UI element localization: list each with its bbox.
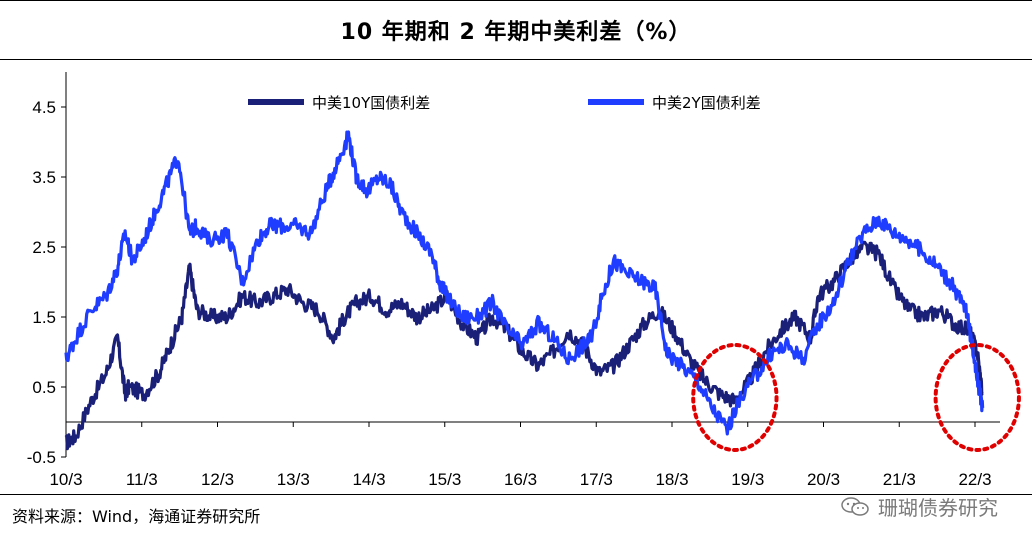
chart-area: -0.5 0.5 1.5 2.5 3.5 4.5 10/3 11/3 12/3 13/3 14/3 1…	[27, 72, 1021, 489]
y-tick-label: 1.5	[32, 308, 56, 327]
series-layer	[64, 130, 985, 451]
y-tick-label: 2.5	[32, 238, 56, 257]
y-tick-label: 0.5	[32, 378, 56, 397]
x-tick-label: 14/3	[352, 470, 385, 489]
x-tick-label: 21/3	[883, 470, 916, 489]
x-tick-label: 16/3	[504, 470, 537, 489]
x-tick-label: 17/3	[580, 470, 613, 489]
highlight-ellipse-1	[691, 343, 779, 452]
source-note: 资料来源：Wind，海通证券研究所	[12, 507, 261, 526]
title-rule-top	[0, 0, 1032, 1]
y-tick-label: 3.5	[32, 168, 56, 187]
legend-label-1: 中美10Y国债利差	[312, 94, 430, 112]
footer-rule	[0, 494, 1032, 495]
x-tick-label: 19/3	[731, 470, 764, 489]
highlight-ellipse-2	[933, 343, 1021, 452]
series-line-2	[64, 130, 985, 436]
y-tick-label: -0.5	[27, 448, 56, 467]
x-tick-label: 15/3	[428, 470, 461, 489]
watermark: 珊瑚债券研究	[840, 492, 998, 521]
x-tick-label: 11/3	[126, 470, 158, 489]
x-tick-label: 22/3	[958, 470, 991, 489]
y-tick-label: 4.5	[32, 98, 56, 117]
wechat-icon	[840, 496, 870, 518]
x-tick-label: 13/3	[277, 470, 310, 489]
chart-axes: -0.5 0.5 1.5 2.5 3.5 4.5 10/3 11/3 12/3 13/3 14/3 1…	[27, 72, 1000, 489]
annotation-layer	[691, 343, 1021, 452]
watermark-text: 珊瑚债券研究	[878, 496, 998, 520]
x-tick-label: 10/3	[49, 470, 82, 489]
legend-label-2: 中美2Y国债利差	[652, 94, 761, 112]
title-rule-bottom	[0, 59, 1032, 60]
x-tick-label: 18/3	[655, 470, 688, 489]
chart-legend: 中美10Y国债利差 中美2Y国债利差	[248, 94, 761, 112]
x-tick-label: 12/3	[201, 470, 234, 489]
chart-title: 10 年期和 2 年期中美利差（%）	[340, 20, 692, 45]
x-tick-label: 20/3	[807, 470, 840, 489]
